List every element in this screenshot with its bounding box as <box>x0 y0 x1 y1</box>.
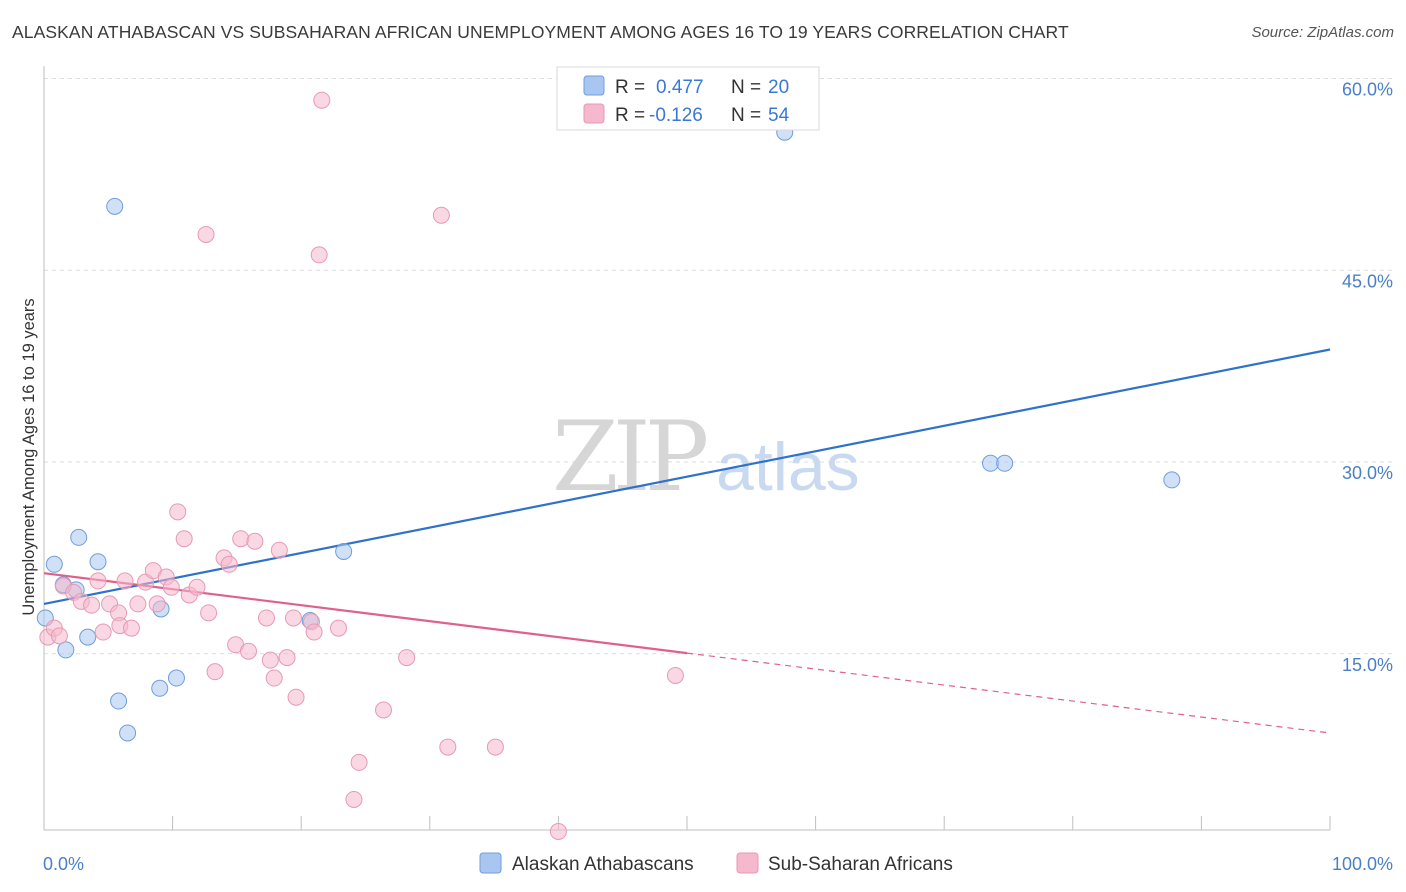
legend-r-value-1: 0.477 <box>656 77 704 98</box>
data-point <box>335 542 353 560</box>
data-point <box>83 596 101 614</box>
gridlines <box>44 78 1393 655</box>
bottom-legend-swatch-alaskan <box>479 852 502 874</box>
legend-swatch-alaskan <box>583 75 605 96</box>
data-point <box>167 669 185 687</box>
data-point <box>89 572 107 590</box>
data-point <box>89 553 107 571</box>
data-point <box>94 623 112 641</box>
data-point <box>375 701 393 719</box>
data-point <box>197 225 215 243</box>
y-tick-labels: 15.0% 30.0% 45.0% 60.0% <box>1342 80 1393 675</box>
data-point <box>666 666 684 684</box>
data-point <box>162 578 180 596</box>
series-1-points <box>39 91 684 840</box>
data-point <box>996 454 1014 472</box>
source-label: Source: ZipAtlas.com <box>1251 24 1394 41</box>
legend-n-value-2: 54 <box>768 105 790 126</box>
data-point <box>220 555 238 573</box>
data-point <box>57 641 75 659</box>
data-point <box>270 541 288 559</box>
data-point <box>50 627 68 645</box>
legend-n-label-2: N = <box>731 105 761 126</box>
watermark-zip: ZIP <box>552 401 707 513</box>
bottom-legend-label-subsaharan: Sub-Saharan Africans <box>768 854 953 875</box>
data-point <box>110 692 128 710</box>
watermark: ZIP atlas <box>552 401 860 513</box>
data-point <box>313 91 331 109</box>
bottom-legend-label-alaskan: Alaskan Athabascans <box>512 854 694 875</box>
data-point <box>119 724 137 742</box>
data-point <box>439 738 457 756</box>
series-legend: Alaskan Athabascans Sub-Saharan Africans <box>479 852 953 875</box>
bottom-legend-swatch-subsaharan <box>736 852 759 874</box>
data-point <box>188 578 206 596</box>
data-point <box>239 642 257 660</box>
x-tick-label-min: 0.0% <box>43 854 84 874</box>
data-point <box>246 532 264 550</box>
data-point <box>261 651 279 669</box>
data-point <box>151 679 169 697</box>
data-point <box>284 609 302 627</box>
data-point <box>206 663 224 681</box>
data-point <box>486 738 504 756</box>
legend-n-label-1: N = <box>731 77 761 98</box>
data-point <box>70 528 88 546</box>
data-point <box>432 206 450 224</box>
data-point <box>116 572 134 590</box>
y-tick-label: 15.0% <box>1342 655 1393 675</box>
data-point <box>329 619 347 637</box>
y-tick-label: 30.0% <box>1342 463 1393 483</box>
data-point <box>310 246 328 264</box>
y-axis-label: Unemployment Among Ages 16 to 19 years <box>20 298 38 615</box>
y-tick-label: 45.0% <box>1342 271 1393 291</box>
data-point <box>345 790 363 808</box>
legend-r-label-1: R = <box>615 77 645 98</box>
data-point <box>79 628 97 646</box>
legend-n-value-1: 20 <box>768 77 789 98</box>
legend-r-value-2: -0.126 <box>649 105 703 126</box>
y-tick-label: 60.0% <box>1342 80 1393 100</box>
data-point <box>350 753 368 771</box>
data-point <box>175 530 193 548</box>
trend-line-0 <box>43 348 1331 605</box>
data-point <box>232 530 250 548</box>
data-point <box>148 595 166 613</box>
data-point <box>257 609 275 627</box>
data-point <box>981 454 999 472</box>
x-tick-label-max: 100.0% <box>1332 854 1393 874</box>
chart-title: ALASKAN ATHABASCAN VS SUBSAHARAN AFRICAN… <box>12 22 1069 42</box>
data-point <box>45 555 63 573</box>
axes <box>43 66 1331 831</box>
trend-line-extension-1 <box>686 652 1331 734</box>
data-point <box>106 197 124 215</box>
data-point <box>549 822 567 840</box>
data-points <box>36 91 1181 840</box>
data-point <box>287 688 305 706</box>
data-point <box>122 619 140 637</box>
legend-swatch-subsaharan <box>583 103 605 124</box>
legend-r-label-2: R = <box>615 105 645 126</box>
correlation-legend: R = 0.477 N = 20 R = -0.126 N = 54 <box>556 66 820 131</box>
data-point <box>278 649 296 667</box>
data-point <box>305 623 323 641</box>
data-point <box>265 669 283 687</box>
data-point <box>1163 471 1181 489</box>
data-point <box>200 604 218 622</box>
data-point <box>129 595 147 613</box>
data-point <box>398 649 416 667</box>
data-point <box>169 503 187 521</box>
